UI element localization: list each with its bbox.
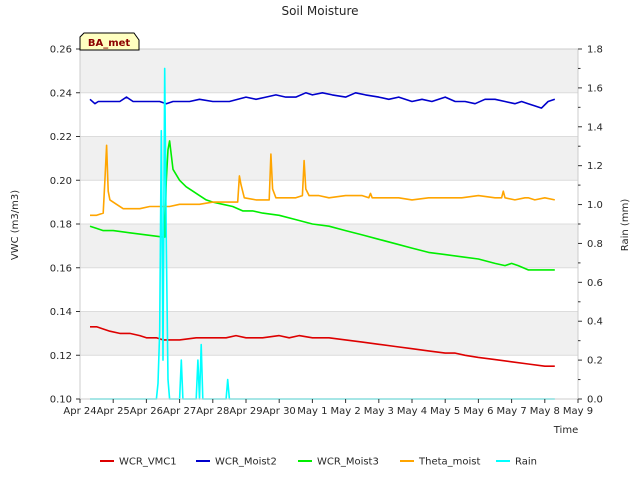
series-line-wcr-vmc1 (90, 325, 555, 368)
series-line-wcr-moist3 (89, 140, 555, 271)
left-tick-label: 0.24 (50, 88, 72, 99)
legend-item-wcr-vmc1: WCR_VMC1 (100, 457, 177, 468)
x-tick-label: Apr 25 (97, 406, 130, 417)
chart-title: Soil Moisture (281, 4, 358, 18)
series-line-wcr-moist2 (89, 92, 556, 109)
x-tick-label: Apr 29 (229, 406, 262, 417)
left-tick-label: 0.26 (50, 45, 72, 56)
left-tick-label: 0.16 (50, 263, 72, 274)
legend-label: Rain (515, 457, 537, 468)
left-tick-label: 0.10 (50, 395, 72, 406)
right-tick-label: 1.8 (587, 45, 603, 56)
background-band (80, 136, 578, 181)
x-tick-label: May 4 (397, 406, 427, 417)
x-tick-label: Apr 28 (196, 406, 229, 417)
left-axis-ticks: 0.10 0.12 0.14 0.16 0.18 0.20 0.22 0.24 0.26 (50, 45, 80, 406)
right-tick-label: 0.2 (587, 356, 603, 367)
right-tick-label: 1.2 (587, 161, 603, 172)
right-tick-label: 0.8 (587, 239, 603, 250)
legend-item-theta-moist: Theta_moist (400, 457, 480, 468)
left-tick-label: 0.14 (50, 307, 72, 318)
x-tick-label: Apr 26 (130, 406, 163, 417)
right-tick-label: 1.4 (587, 122, 603, 133)
legend-label: WCR_VMC1 (119, 457, 177, 468)
left-tick-label: 0.22 (50, 132, 72, 143)
x-tick-label: May 2 (330, 406, 360, 417)
background-bands (80, 49, 578, 356)
background-band (80, 224, 578, 268)
right-tick-label: 0.0 (587, 395, 603, 406)
x-tick-label: Apr 24 (63, 406, 96, 417)
x-tick-label: May 7 (496, 406, 526, 417)
x-axis-ticks: Apr 24 Apr 25 Apr 26 Apr 27 Apr 28 Apr 29 Apr … (63, 399, 593, 417)
left-tick-label: 0.18 (50, 220, 72, 231)
x-tick-label: May 6 (463, 406, 493, 417)
x-tick-label: May 5 (430, 406, 460, 417)
x-tick-label: Apr 30 (263, 406, 296, 417)
x-tick-label: Apr 27 (163, 406, 196, 417)
series-line-theta-moist (90, 144, 555, 217)
legend-label: Theta_moist (418, 457, 480, 468)
background-band (80, 49, 578, 93)
x-tick-label: May 3 (364, 406, 394, 417)
legend-item-wcr-moist3: WCR_Moist3 (298, 457, 379, 468)
legend-item-rain: Rain (496, 457, 537, 468)
station-badge-box (79, 32, 140, 51)
left-tick-label: 0.20 (50, 176, 72, 187)
series-group (89, 67, 556, 400)
legend-label: WCR_Moist2 (215, 457, 277, 468)
x-tick-label: May 9 (563, 406, 593, 417)
legend-label: WCR_Moist3 (317, 457, 379, 468)
left-tick-label: 0.12 (50, 351, 72, 362)
right-tick-label: 0.4 (587, 317, 603, 328)
y-axis-label-right: Rain (mm) (620, 199, 631, 252)
station-badge: BA_met (79, 32, 140, 51)
legend-item-wcr-moist2: WCR_Moist2 (196, 457, 277, 468)
x-tick-label: May 1 (297, 406, 327, 417)
station-badge-text: BA_met (88, 38, 131, 49)
legend: WCR_VMC1 WCR_Moist2 WCR_Moist3 Theta_moist R… (100, 457, 537, 468)
y-axis-label-left: VWC (m3/m3) (10, 190, 21, 260)
right-tick-label: 1.0 (587, 200, 603, 211)
right-tick-label: 1.6 (587, 83, 603, 94)
x-axis-label: Time (553, 425, 578, 436)
background-band (80, 311, 578, 356)
x-tick-label: May 8 (530, 406, 560, 417)
right-tick-label: 0.6 (587, 278, 603, 289)
right-axis-ticks: 0.0 0.2 0.4 0.6 0.8 1.0 1.2 1.4 1.6 1.8 (578, 45, 603, 406)
